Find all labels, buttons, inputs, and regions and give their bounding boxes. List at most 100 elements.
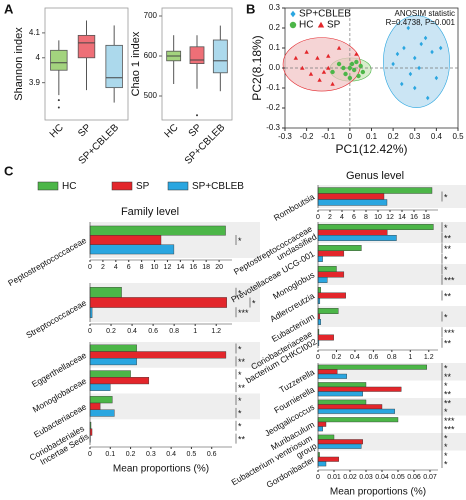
y-tick-label: 700 [144, 11, 158, 20]
x-tick-label: 0.2 [106, 328, 116, 335]
x-tick-label: 0.07 [423, 474, 437, 481]
x-tick-label: 8 [364, 214, 368, 221]
x-tick-label: 4 [340, 214, 344, 221]
x-tick-label: 0 [348, 132, 353, 141]
significance: * [238, 370, 242, 380]
x-tick-label: 8 [140, 264, 144, 271]
x-tick-label: 0.05 [391, 474, 405, 481]
point [360, 69, 366, 75]
y-tick-label: -0.3 [266, 123, 280, 132]
point [400, 81, 404, 87]
bar [317, 417, 399, 423]
bar [89, 351, 227, 359]
bar [317, 364, 428, 370]
y-tick-label: 0.2 [269, 23, 281, 32]
significance: * [444, 265, 448, 275]
point [406, 25, 411, 31]
significance: ** [238, 383, 246, 393]
x-tick-label: 1.2 [424, 354, 434, 361]
legend-label: SP [136, 181, 150, 192]
x-tick-label: 0.5 [452, 132, 464, 141]
point [326, 65, 331, 70]
x-tick-label: 14 [398, 214, 406, 221]
row-stripe [318, 264, 466, 285]
significance: ** [444, 372, 452, 382]
point [347, 75, 353, 81]
box [77, 34, 96, 59]
x-tick-label: 12 [386, 214, 394, 221]
bar [89, 428, 93, 436]
outlier [57, 99, 60, 102]
significance: * [444, 407, 448, 417]
y-axis-label: Chao 1 index [130, 31, 142, 96]
point [343, 71, 348, 77]
bar [317, 426, 324, 432]
x-tick-label: 0.1 [366, 132, 378, 141]
significance: *** [444, 425, 455, 435]
row-stripe [90, 393, 260, 420]
plot-frame [161, 7, 233, 121]
x-tick-label: 0 [88, 451, 92, 458]
point [354, 59, 359, 65]
row-stripe [318, 306, 466, 327]
point [412, 85, 417, 91]
panel-label: B [246, 1, 255, 16]
bar [317, 308, 339, 314]
x-tick-label: 0.4 [431, 132, 443, 141]
point [356, 73, 361, 79]
point [423, 35, 428, 41]
legend-marker [290, 10, 296, 18]
x-tick-label: 0.3 [146, 451, 156, 458]
y-tick-label: 4.1 [29, 28, 41, 37]
legend-label: SP [327, 20, 341, 31]
point [336, 45, 342, 50]
legend-marker [289, 21, 297, 29]
x-tick-label: 16 [410, 214, 418, 221]
point [330, 81, 335, 86]
x-tick-label: -0.1 [321, 132, 335, 141]
legend-label: HC [62, 181, 76, 192]
legend-swatch [167, 181, 189, 191]
bar [317, 369, 338, 375]
bar [317, 408, 396, 414]
significance: ** [238, 357, 246, 367]
significance: * [444, 223, 448, 233]
x-tick-label: 0.4 [166, 451, 176, 458]
y-tick-label: 0.1 [269, 43, 281, 52]
bar [317, 434, 335, 440]
annotation: R=0.4738, P=0.001 [386, 18, 456, 27]
x-tick-label: 0.06 [407, 474, 421, 481]
x-tick-label: 1 [193, 328, 197, 335]
bar [89, 235, 162, 245]
confidence-ellipse [282, 37, 361, 92]
x-tick-label: 0.6 [148, 328, 158, 335]
x-tick-label: 10 [151, 264, 159, 271]
significance: ** [444, 398, 452, 408]
legend-swatch [111, 181, 133, 191]
outlier [196, 114, 198, 117]
point [354, 51, 359, 56]
significance: ** [444, 339, 452, 349]
x-tick-label: -0.3 [278, 132, 292, 141]
significance: * [238, 289, 242, 299]
point [326, 53, 331, 58]
bar [317, 277, 328, 283]
x-tick-label: 0 [88, 264, 92, 271]
significance: * [444, 451, 448, 461]
x-tick-label: 12 [164, 264, 172, 271]
box [212, 39, 228, 74]
point [391, 61, 395, 67]
significance: * [238, 236, 242, 246]
x-tick-label: -0.2 [300, 132, 314, 141]
y-tick-label: 500 [144, 91, 158, 100]
point [352, 67, 357, 73]
x-tick-label: 4 [114, 264, 118, 271]
point [408, 71, 413, 77]
y-tick-label: 0.0 [269, 63, 281, 72]
bar [317, 373, 347, 379]
bar [317, 461, 327, 467]
point [430, 49, 434, 55]
x-tick-label: 0.5 [187, 451, 197, 458]
y-axis-label: Shannon index [13, 27, 25, 101]
significance: * [444, 255, 448, 265]
